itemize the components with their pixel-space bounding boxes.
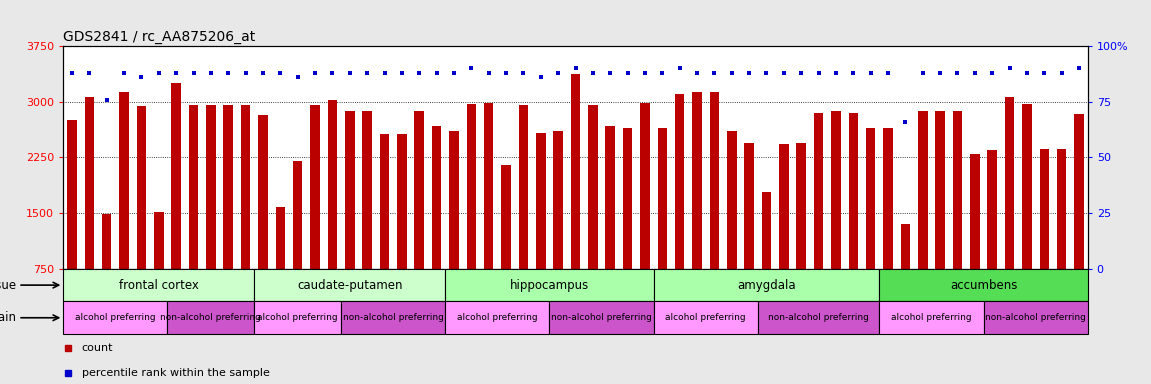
Bar — [414, 111, 424, 269]
Bar — [814, 113, 823, 269]
Text: hippocampus: hippocampus — [510, 279, 589, 291]
Text: GDS2841 / rc_AA875206_at: GDS2841 / rc_AA875206_at — [63, 30, 256, 44]
Bar — [275, 207, 285, 269]
Bar — [254, 269, 445, 301]
Bar — [831, 111, 840, 269]
Text: caudate-putamen: caudate-putamen — [297, 279, 403, 291]
Bar — [519, 105, 528, 269]
Bar — [674, 94, 685, 269]
Bar — [63, 301, 168, 334]
Bar — [445, 301, 549, 334]
Bar — [1074, 114, 1084, 269]
Bar — [727, 131, 737, 269]
Bar — [397, 134, 406, 269]
Bar — [879, 269, 1088, 301]
Bar — [168, 301, 254, 334]
Bar — [311, 106, 320, 269]
Bar — [988, 150, 997, 269]
Bar — [241, 106, 251, 269]
Text: tissue: tissue — [0, 279, 16, 291]
Bar — [120, 92, 129, 269]
Bar — [171, 83, 181, 269]
Bar — [67, 120, 77, 269]
Text: alcohol preferring: alcohol preferring — [891, 313, 971, 322]
Bar — [796, 143, 806, 269]
Bar — [1057, 149, 1067, 269]
Bar — [1039, 149, 1049, 269]
Bar — [258, 115, 268, 269]
Text: non-alcohol preferring: non-alcohol preferring — [985, 313, 1087, 322]
Bar — [223, 106, 233, 269]
Bar — [206, 105, 215, 269]
Bar — [571, 74, 580, 269]
Bar — [483, 103, 494, 269]
Text: count: count — [82, 343, 113, 353]
Bar — [554, 131, 563, 269]
Bar — [879, 301, 983, 334]
Bar — [779, 144, 788, 269]
Bar — [137, 106, 146, 269]
Bar — [102, 214, 112, 269]
Bar — [449, 131, 459, 269]
Text: alcohol preferring: alcohol preferring — [258, 313, 338, 322]
Bar — [588, 105, 597, 269]
Text: non-alcohol preferring: non-alcohol preferring — [768, 313, 869, 322]
Bar — [328, 100, 337, 269]
Bar — [936, 111, 945, 269]
Bar — [762, 192, 771, 269]
Bar — [953, 111, 962, 269]
Bar — [883, 129, 893, 269]
Bar — [502, 165, 511, 269]
Text: percentile rank within the sample: percentile rank within the sample — [82, 368, 269, 378]
Bar — [466, 104, 477, 269]
Bar — [536, 133, 546, 269]
Bar — [1005, 96, 1014, 269]
Bar — [341, 301, 445, 334]
Text: non-alcohol preferring: non-alcohol preferring — [343, 313, 443, 322]
Bar — [692, 92, 702, 269]
Text: alcohol preferring: alcohol preferring — [665, 313, 746, 322]
Bar — [757, 301, 879, 334]
Text: strain: strain — [0, 311, 16, 324]
Bar — [154, 212, 163, 269]
Bar — [549, 301, 654, 334]
Bar — [900, 223, 910, 269]
Bar — [970, 154, 980, 269]
Bar — [848, 113, 859, 269]
Text: non-alcohol preferring: non-alcohol preferring — [160, 313, 261, 322]
Text: amygdala: amygdala — [737, 279, 795, 291]
Bar — [918, 111, 928, 269]
Bar — [63, 269, 254, 301]
Bar — [445, 269, 654, 301]
Bar — [710, 92, 719, 269]
Bar — [1022, 104, 1031, 269]
Text: accumbens: accumbens — [950, 279, 1017, 291]
Text: non-alcohol preferring: non-alcohol preferring — [551, 313, 651, 322]
Bar — [745, 142, 754, 269]
Bar — [292, 161, 303, 269]
Bar — [657, 129, 668, 269]
Text: frontal cortex: frontal cortex — [119, 279, 199, 291]
Bar — [345, 111, 355, 269]
Bar — [640, 103, 649, 269]
Bar — [363, 111, 372, 269]
Bar — [983, 301, 1088, 334]
Bar — [380, 134, 389, 269]
Text: alcohol preferring: alcohol preferring — [457, 313, 538, 322]
Bar — [866, 128, 876, 269]
Text: alcohol preferring: alcohol preferring — [75, 313, 155, 322]
Bar — [654, 301, 757, 334]
Bar — [654, 269, 879, 301]
Bar — [84, 96, 94, 269]
Bar — [254, 301, 341, 334]
Bar — [623, 129, 632, 269]
Bar — [605, 126, 615, 269]
Bar — [189, 105, 198, 269]
Bar — [432, 126, 441, 269]
